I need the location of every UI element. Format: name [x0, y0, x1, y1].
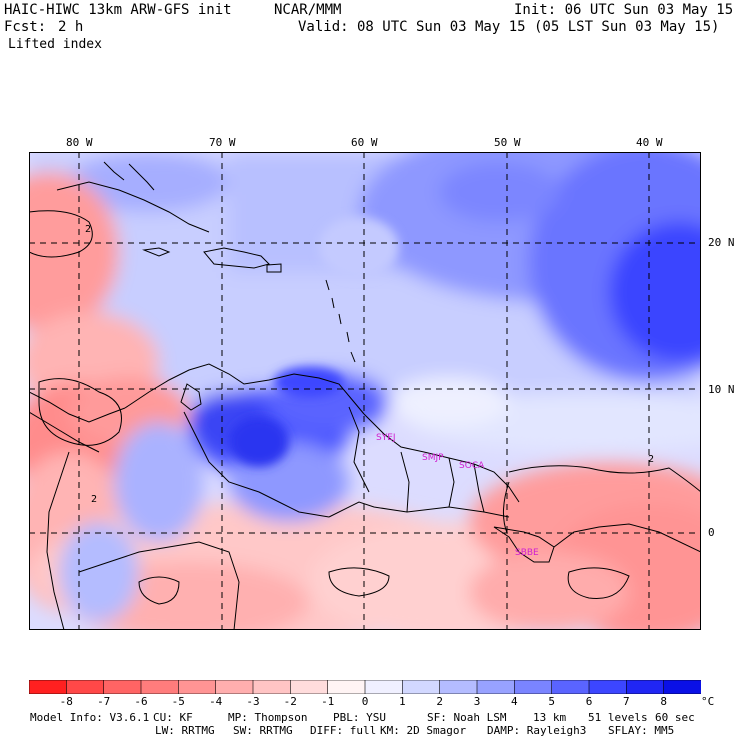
lon-label-80w: 80 W — [66, 136, 93, 149]
contour-lines — [29, 210, 701, 605]
fcst-label: Fcst: — [4, 19, 47, 35]
footer-mp: MP: Thompson — [228, 711, 308, 724]
colorbar-swatch — [327, 680, 366, 694]
footer-diff: DIFF: full — [310, 724, 377, 737]
field-shading — [29, 152, 701, 630]
model-title: HAIC-HIWC 13km ARW-GFS init — [4, 2, 232, 18]
colorbar-tick-label: 2 — [436, 695, 443, 708]
lat-label-0: 0 — [708, 526, 715, 539]
colorbar-tick-label: 7 — [622, 695, 630, 708]
valid-time: Valid: 08 UTC Sun 03 May 15 (05 LST Sun … — [298, 19, 720, 35]
footer-pbl: PBL: YSU — [333, 711, 386, 724]
colorbar-swatch — [252, 680, 292, 694]
center-label: NCAR/MMM — [274, 2, 342, 18]
footer-km: KM: 2D Smagor — [380, 724, 467, 737]
colorbar-tick-label: 0 — [361, 695, 369, 708]
colorbar-swatch — [439, 680, 478, 694]
colorbar-tick-label: 8 — [660, 695, 667, 708]
colorbar-swatch — [29, 680, 68, 694]
coastlines — [29, 161, 701, 630]
colorbar-tick-label: -1 — [321, 695, 335, 708]
colorbar-swatch — [588, 680, 628, 694]
lon-label-50w: 50 W — [494, 136, 521, 149]
colorbar-tick-label: 5 — [548, 695, 555, 708]
colorbar-swatch — [215, 680, 254, 694]
colorbar-swatch — [178, 680, 217, 694]
station-syej: SYEJ — [376, 433, 396, 443]
colorbar-swatch — [66, 680, 105, 694]
colorbar-swatch — [290, 680, 329, 694]
field-name: Lifted index — [8, 37, 102, 52]
colorbar-swatch — [626, 680, 665, 694]
footer-cu: CU: KF — [153, 711, 193, 724]
colorbar-tick-label: 1 — [398, 695, 406, 708]
lifted-index-map: SYEJ SMJP SOCA SBBE 2 2 2 — [29, 152, 701, 630]
colorbar-swatch — [103, 680, 142, 694]
colorbar-swatch — [551, 680, 590, 694]
colorbar-tick-label: -6 — [134, 695, 148, 708]
footer-levels: 51 levels — [588, 711, 648, 724]
lat-label-10n: 10 N — [708, 383, 735, 396]
lon-label-60w: 60 W — [351, 136, 378, 149]
colorbar-tick-label: -3 — [246, 695, 260, 708]
colorbar-tick-label: 4 — [510, 695, 518, 708]
footer-sflay: SFLAY: MM5 — [608, 724, 675, 737]
map-frame — [29, 152, 701, 630]
station-sbbe: SBBE — [515, 548, 539, 558]
lat-label-20n: 20 N — [708, 236, 735, 249]
footer-lw: LW: RRTMG — [155, 724, 215, 737]
footer-damp: DAMP: Rayleigh3 — [487, 724, 587, 737]
footer-timestep: 60 sec — [655, 711, 695, 724]
grid-lines — [29, 152, 701, 630]
contour-label: 2 — [85, 224, 91, 235]
fcst-value: 2 h — [58, 19, 84, 35]
init-time: Init: 06 UTC Sun 03 May 15 — [514, 2, 734, 18]
colorbar-tick-label: -2 — [283, 695, 297, 708]
colorbar-tick-label: -7 — [97, 695, 111, 708]
colorbar-swatch — [476, 680, 516, 694]
footer-res: 13 km — [533, 711, 567, 724]
colorbar-tick-label: -5 — [171, 695, 185, 708]
contour-label: 2 — [91, 494, 97, 505]
colorbar-swatch — [663, 680, 701, 694]
station-soca: SOCA — [459, 461, 485, 471]
colorbar-tick-label: 6 — [585, 695, 593, 708]
colorbar-swatch — [140, 680, 180, 694]
footer-sf: SF: Noah LSM — [427, 711, 507, 724]
contour-label: 2 — [648, 454, 654, 465]
colorbar — [29, 680, 701, 694]
station-labels: SYEJ SMJP SOCA SBBE — [376, 433, 539, 558]
contour-value-labels: 2 2 2 — [85, 224, 654, 505]
colorbar-unit: °C — [701, 695, 715, 708]
colorbar-swatch — [402, 680, 441, 694]
footer-model-info: Model Info: V3.6.1 — [30, 711, 150, 724]
lon-label-40w: 40 W — [636, 136, 663, 149]
colorbar-tick-label: 3 — [473, 695, 481, 708]
colorbar-swatch — [364, 680, 404, 694]
colorbar-tick-label: -8 — [59, 695, 73, 708]
station-smjp: SMJP — [422, 453, 444, 463]
colorbar-tick-label: -4 — [209, 695, 223, 708]
colorbar-swatch — [514, 680, 553, 694]
footer-sw: SW: RRTMG — [233, 724, 293, 737]
lon-label-70w: 70 W — [209, 136, 236, 149]
